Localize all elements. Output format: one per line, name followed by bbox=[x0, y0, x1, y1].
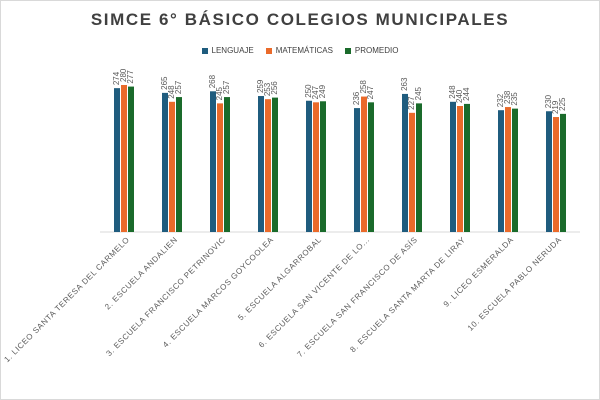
data-label: 245 bbox=[215, 86, 224, 100]
data-label: 253 bbox=[263, 82, 272, 96]
data-label: 268 bbox=[208, 74, 217, 88]
bar-lenguaje-7 bbox=[402, 93, 408, 232]
data-label: 230 bbox=[544, 94, 553, 108]
data-label: 265 bbox=[160, 76, 169, 90]
legend-label-matematicas: MATEMÁTICAS bbox=[275, 46, 333, 55]
bar-promedio-5 bbox=[320, 101, 326, 233]
bar-matematicas-4 bbox=[265, 99, 271, 232]
bar-matematicas-1 bbox=[121, 85, 127, 232]
bar-promedio-7 bbox=[416, 103, 422, 232]
data-label: 248 bbox=[167, 85, 176, 99]
bar-matematicas-7 bbox=[409, 112, 415, 232]
legend-label-lenguaje: LENGUAJE bbox=[211, 46, 254, 55]
data-label: 245 bbox=[414, 86, 423, 100]
bar-lenguaje-9 bbox=[498, 110, 504, 232]
bar-matematicas-3 bbox=[217, 103, 223, 232]
data-label: 225 bbox=[558, 97, 567, 111]
data-label: 277 bbox=[126, 70, 135, 84]
bar-promedio-1 bbox=[128, 86, 134, 232]
bar-promedio-9 bbox=[512, 108, 518, 232]
bar-promedio-6 bbox=[368, 102, 374, 232]
data-label: 227 bbox=[407, 96, 416, 110]
bar-promedio-4 bbox=[272, 97, 278, 232]
bar-lenguaje-8 bbox=[450, 101, 456, 232]
data-label: 274 bbox=[112, 71, 121, 85]
category-label: 6. ESCUELA SAN VICENTE DE LO... bbox=[257, 235, 371, 349]
bar-matematicas-10 bbox=[553, 117, 559, 232]
data-label: 257 bbox=[174, 80, 183, 94]
category-label: 5. ESCUELA ALGARROBAL bbox=[236, 235, 323, 322]
bar-lenguaje-2 bbox=[162, 92, 168, 232]
bar-promedio-2 bbox=[176, 97, 182, 232]
data-label: 247 bbox=[311, 85, 320, 99]
legend-item-lenguaje: LENGUAJE bbox=[201, 46, 254, 55]
data-label: 257 bbox=[222, 80, 231, 94]
bar-lenguaje-6 bbox=[354, 108, 360, 232]
data-label: 235 bbox=[510, 92, 519, 106]
chart-title: SIMCE 6° BÁSICO COLEGIOS MUNICIPALES bbox=[90, 10, 510, 29]
bar-matematicas-8 bbox=[457, 106, 463, 232]
bar-lenguaje-10 bbox=[546, 111, 552, 232]
data-label: 258 bbox=[359, 80, 368, 94]
bar-lenguaje-4 bbox=[258, 96, 264, 233]
data-label: 247 bbox=[366, 85, 375, 99]
bar-lenguaje-5 bbox=[306, 100, 312, 232]
legend-swatch-matematicas bbox=[265, 47, 272, 54]
legend-swatch-promedio bbox=[344, 47, 351, 54]
data-label: 248 bbox=[448, 85, 457, 99]
bar-promedio-3 bbox=[224, 97, 230, 232]
legend-label-promedio: PROMEDIO bbox=[354, 46, 399, 55]
bar-matematicas-6 bbox=[361, 96, 367, 232]
data-label: 232 bbox=[496, 93, 505, 107]
data-label: 256 bbox=[270, 81, 279, 95]
bar-lenguaje-3 bbox=[210, 91, 216, 232]
bar-matematicas-9 bbox=[505, 107, 511, 232]
chart-legend: LENGUAJE MATEMÁTICAS PROMEDIO bbox=[0, 46, 600, 55]
data-label: 259 bbox=[256, 79, 265, 93]
bar-matematicas-5 bbox=[313, 102, 319, 232]
data-label: 240 bbox=[455, 89, 464, 103]
bar-promedio-8 bbox=[464, 103, 470, 233]
bar-lenguaje-1 bbox=[114, 88, 120, 233]
data-label: 238 bbox=[503, 90, 512, 104]
legend-item-promedio: PROMEDIO bbox=[344, 46, 399, 55]
legend-item-matematicas: MATEMÁTICAS bbox=[265, 46, 333, 55]
data-label: 219 bbox=[551, 100, 560, 114]
legend-swatch-lenguaje bbox=[201, 47, 208, 54]
bar-promedio-10 bbox=[560, 113, 566, 232]
category-label: 10. ESCUELA PABLO NERUDA bbox=[466, 235, 564, 333]
data-label: 250 bbox=[304, 84, 313, 98]
category-label: 4. ESCUELA MARCOS GOYCOOLEA bbox=[161, 235, 275, 349]
data-label: 263 bbox=[400, 77, 409, 91]
data-label: 244 bbox=[462, 87, 471, 101]
data-label: 249 bbox=[318, 84, 327, 98]
data-label: 236 bbox=[352, 91, 361, 105]
data-label: 280 bbox=[119, 68, 128, 82]
bar-matematicas-2 bbox=[169, 101, 175, 232]
